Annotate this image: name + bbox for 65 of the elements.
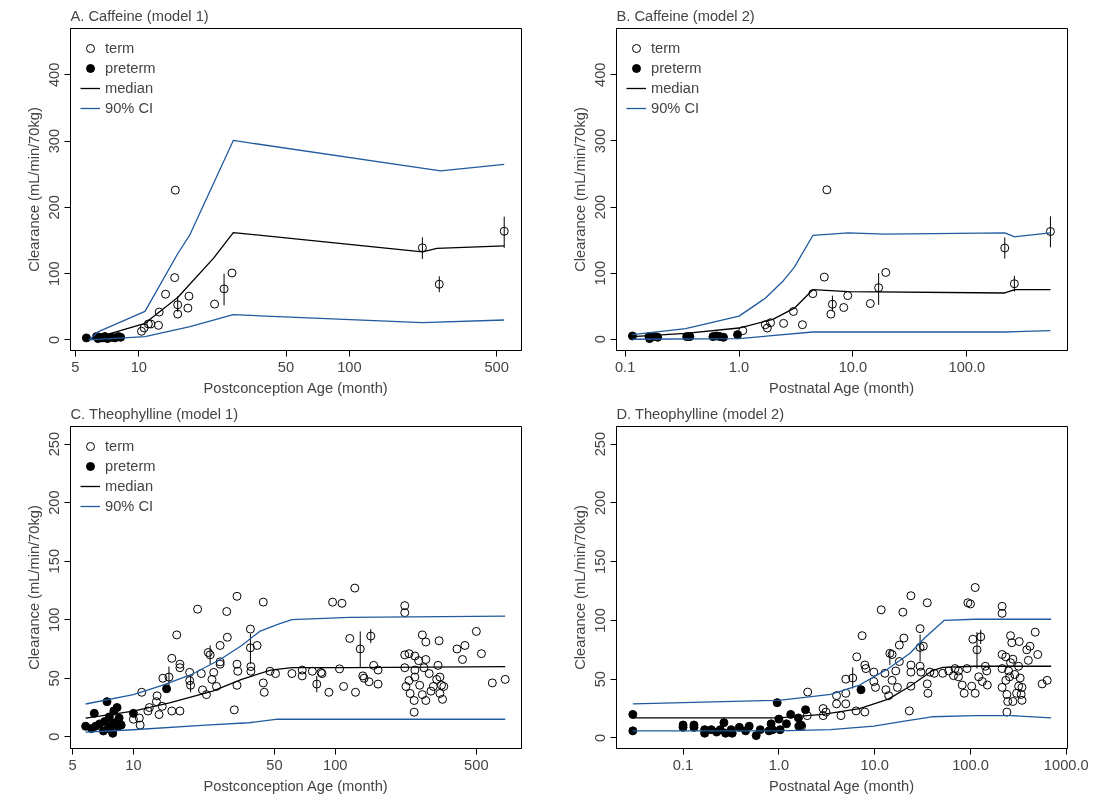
x-axis-title: Postnatal Age (month) — [769, 379, 915, 396]
x-tick-label: 10.0 — [860, 756, 889, 773]
y-tick-label: 0 — [46, 732, 63, 741]
y-tick-label: 50 — [46, 670, 63, 687]
legend-label: preterm — [105, 458, 156, 474]
x-tick-label: 5 — [68, 756, 77, 773]
y-axis-title: Clearance (mL/min/70kg) — [571, 107, 588, 272]
y-tick-label: 100 — [592, 608, 609, 633]
chart-title: D. Theophylline (model 2) — [616, 405, 785, 422]
y-tick-label: 50 — [592, 671, 609, 688]
y-tick-label: 250 — [592, 431, 609, 457]
y-tick-label: 250 — [46, 431, 63, 457]
x-tick-label: 100 — [323, 756, 348, 773]
chart-title: C. Theophylline (model 1) — [70, 405, 239, 422]
y-axis-title: Clearance (mL/min/70kg) — [571, 505, 588, 670]
y-tick-label: 200 — [46, 490, 63, 515]
legend-label: 90% CI — [105, 498, 154, 514]
x-tick-label: 500 — [484, 358, 509, 375]
x-tick-label: 10.0 — [838, 358, 868, 375]
x-tick-label: 100.0 — [952, 756, 989, 773]
x-tick-label: 1000.0 — [1043, 756, 1089, 773]
legend-label: 90% CI — [105, 100, 154, 116]
legend-label: term — [105, 438, 135, 454]
legend-label: 90% CI — [651, 100, 700, 116]
x-axis-title: Postconception Age (month) — [203, 777, 388, 794]
y-tick-label: 300 — [592, 128, 609, 154]
legend-label: median — [105, 80, 154, 96]
y-tick-label: 100 — [46, 607, 63, 632]
chart-title: B. Caffeine (model 2) — [616, 7, 755, 24]
y-tick-label: 200 — [46, 195, 63, 220]
legend-label: preterm — [105, 60, 156, 76]
x-tick-label: 10 — [125, 756, 142, 773]
legend-label: term — [651, 40, 681, 56]
legend-label: median — [105, 478, 154, 494]
y-tick-label: 150 — [592, 549, 609, 574]
y-tick-label: 0 — [46, 335, 63, 344]
y-tick-label: 300 — [46, 128, 63, 154]
x-axis-title: Postnatal Age (month) — [769, 777, 915, 794]
y-tick-label: 400 — [46, 62, 63, 88]
x-tick-label: 500 — [464, 756, 489, 773]
y-tick-label: 0 — [592, 335, 609, 344]
x-tick-label: 0.1 — [672, 756, 694, 773]
x-tick-label: 50 — [277, 358, 295, 375]
x-tick-label: 100 — [337, 358, 362, 375]
y-tick-label: 100 — [592, 260, 609, 286]
x-tick-label: 5 — [71, 358, 80, 375]
legend-label: preterm — [651, 60, 702, 76]
legend-label: term — [105, 40, 135, 56]
y-axis-title: Clearance (mL/min/70kg) — [25, 107, 42, 272]
y-tick-label: 200 — [592, 490, 609, 516]
y-tick-label: 0 — [592, 733, 609, 742]
x-tick-label: 100.0 — [948, 358, 986, 375]
y-tick-label: 400 — [592, 62, 609, 88]
y-axis-title: Clearance (mL/min/70kg) — [25, 505, 42, 670]
x-axis-title: Postconception Age (month) — [203, 379, 388, 396]
x-tick-label: 1.0 — [768, 756, 790, 773]
x-tick-label: 0.1 — [614, 358, 636, 375]
y-tick-label: 200 — [592, 194, 609, 220]
y-tick-label: 150 — [46, 548, 63, 574]
legend-label: median — [651, 80, 700, 96]
x-tick-label: 50 — [266, 756, 283, 773]
y-tick-label: 100 — [46, 261, 63, 286]
x-tick-label: 10 — [130, 358, 147, 375]
x-tick-label: 1.0 — [728, 358, 750, 375]
chart-title: A. Caffeine (model 1) — [70, 7, 209, 24]
